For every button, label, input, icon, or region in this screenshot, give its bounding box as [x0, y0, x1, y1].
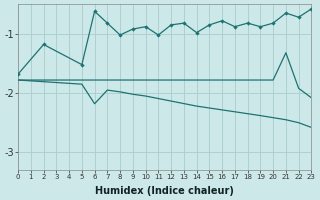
X-axis label: Humidex (Indice chaleur): Humidex (Indice chaleur) — [95, 186, 234, 196]
